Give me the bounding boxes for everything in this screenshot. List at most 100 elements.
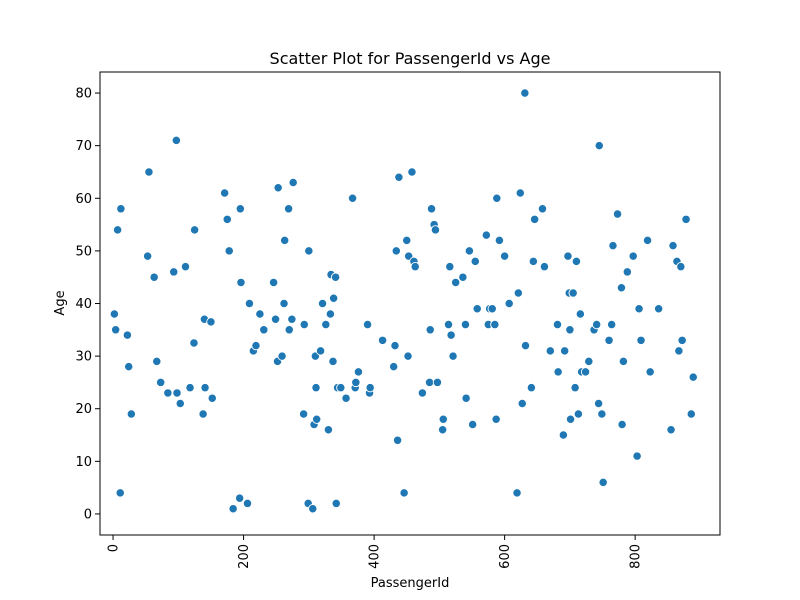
data-point	[424, 377, 435, 388]
data-point	[634, 304, 644, 314]
y-tick-label: 50	[75, 244, 92, 259]
data-point	[681, 214, 691, 224]
data-point	[109, 309, 120, 319]
data-point	[242, 498, 253, 509]
data-point	[122, 330, 133, 340]
data-point	[169, 267, 179, 277]
data-point	[461, 393, 471, 403]
data-point	[417, 388, 428, 398]
data-point	[323, 425, 334, 435]
data-point	[321, 319, 331, 330]
data-point	[251, 340, 261, 351]
y-tick-label: 20	[75, 402, 92, 417]
data-point	[299, 319, 309, 330]
x-tick-label: 400	[368, 544, 383, 569]
data-point	[189, 225, 200, 235]
plot-frame	[99, 71, 721, 536]
data-point	[392, 435, 403, 445]
data-point	[288, 177, 298, 188]
x-tick-label: 0	[107, 544, 122, 552]
data-point	[654, 304, 664, 314]
data-point	[425, 325, 435, 335]
data-point	[515, 188, 525, 198]
data-point	[467, 419, 478, 430]
data-point	[580, 367, 591, 377]
data-point	[612, 209, 623, 219]
data-point	[666, 425, 676, 435]
data-point	[512, 488, 522, 498]
data-point	[558, 430, 569, 440]
data-point	[207, 393, 217, 403]
data-point	[448, 351, 458, 361]
data-point	[273, 183, 283, 193]
data-point	[330, 272, 341, 282]
data-point	[526, 383, 537, 393]
data-point	[537, 204, 548, 214]
data-point	[504, 298, 514, 309]
x-axis-title: PassengerId	[371, 576, 450, 591]
data-point	[560, 346, 570, 356]
data-point	[311, 383, 321, 393]
data-point	[312, 414, 322, 424]
data-point	[445, 262, 455, 272]
data-point	[451, 277, 461, 288]
data-point	[597, 409, 607, 419]
data-point	[464, 246, 475, 256]
data-point	[116, 204, 126, 214]
data-point	[565, 414, 576, 424]
data-point	[224, 246, 234, 256]
data-point	[283, 204, 294, 214]
data-point	[244, 298, 255, 309]
data-point	[618, 356, 629, 367]
data-point	[317, 298, 328, 309]
data-point	[520, 340, 531, 351]
data-point	[287, 314, 297, 324]
data-point	[632, 451, 642, 461]
data-point	[492, 193, 502, 203]
data-point	[175, 398, 185, 409]
data-point	[152, 356, 162, 367]
data-point	[222, 214, 232, 224]
data-point	[677, 335, 687, 345]
data-point	[304, 246, 314, 256]
data-point	[124, 361, 134, 372]
data-point	[426, 204, 437, 214]
data-point	[642, 235, 653, 246]
y-tick-label: 30	[75, 350, 92, 365]
x-tick-label: 200	[237, 544, 252, 569]
data-point	[277, 351, 287, 361]
data-point	[584, 356, 594, 367]
data-point	[617, 419, 627, 430]
data-point	[279, 298, 289, 309]
data-point	[377, 335, 388, 345]
data-point	[598, 477, 608, 488]
data-point	[628, 251, 638, 261]
data-point	[645, 367, 655, 377]
data-point	[472, 304, 482, 314]
data-point	[189, 338, 199, 348]
data-point	[593, 398, 604, 409]
data-point	[144, 167, 154, 177]
data-point	[111, 325, 121, 335]
data-point	[365, 383, 375, 393]
data-point	[565, 325, 575, 335]
data-point	[389, 361, 399, 372]
y-tick-label: 70	[75, 139, 92, 154]
data-point	[362, 319, 373, 330]
data-point	[594, 141, 604, 151]
data-point	[481, 230, 492, 240]
data-point	[270, 314, 281, 324]
data-point	[315, 346, 326, 356]
data-point	[331, 498, 341, 509]
data-point	[520, 88, 530, 98]
data-point	[280, 235, 290, 246]
data-point	[255, 309, 265, 319]
data-point	[571, 256, 582, 267]
data-point	[636, 335, 646, 345]
data-point	[676, 262, 686, 272]
data-point	[430, 225, 441, 235]
data-point	[491, 414, 501, 424]
data-point	[328, 293, 339, 303]
data-point	[604, 335, 614, 345]
